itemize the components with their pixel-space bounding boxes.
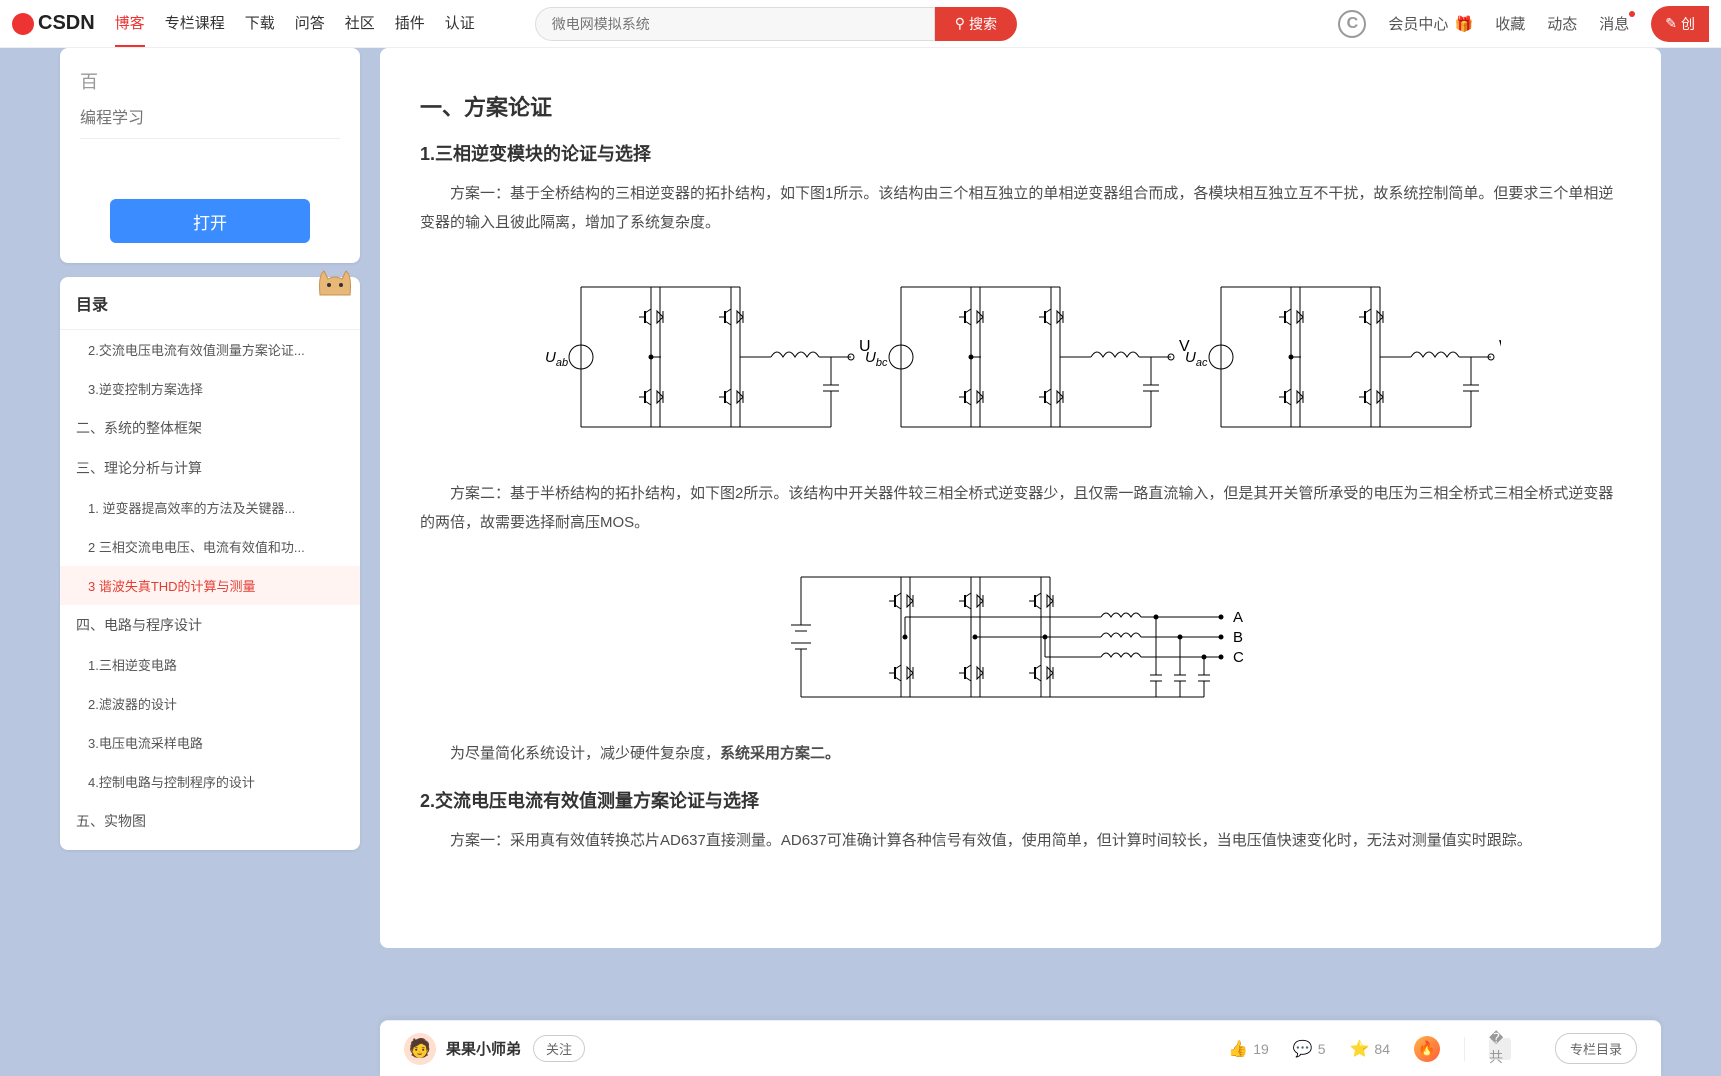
- nav-item-3[interactable]: 问答: [295, 0, 325, 47]
- search-input[interactable]: [535, 7, 935, 41]
- circuit-diagram-1: Uab UUbc: [420, 257, 1621, 460]
- header-right: C 会员中心 🎁 收藏 动态 消息 ✎ 创: [1338, 6, 1709, 42]
- article-main: 一、方案论证 1.三相逆变模块的论证与选择 方案一：基于全桥结构的三相逆变器的拓…: [380, 48, 1661, 948]
- paragraph-4: 方案一：采用真有效值转换芯片AD637直接测量。AD637可准确计算各种信号有效…: [420, 827, 1621, 856]
- favorite-link[interactable]: 收藏: [1495, 13, 1525, 34]
- main-nav: 博客专栏课程下载问答社区插件认证: [115, 0, 475, 47]
- search-btn-label: 搜索: [969, 14, 997, 34]
- author-bar: 🧑 果果小师弟 关注 👍 19 💬 5 ⭐ 84 🔥 �共 专栏目录: [380, 1020, 1661, 1076]
- comment-icon: 💬: [1293, 1039, 1313, 1059]
- author-name[interactable]: 果果小师弟: [446, 1038, 521, 1059]
- hot-icon[interactable]: 🔥: [1414, 1036, 1440, 1062]
- search-button[interactable]: ⚲ 搜索: [935, 7, 1017, 41]
- toc-item-13[interactable]: 六、获奖证书: [60, 841, 360, 850]
- paragraph-1: 方案一：基于全桥结构的三相逆变器的拓扑结构，如下图1所示。该结构由三个相互独立的…: [420, 180, 1621, 237]
- activity-link[interactable]: 动态: [1547, 13, 1577, 34]
- search-icon: ⚲: [955, 15, 965, 32]
- toc-card: 目录 2.交流电压电流有效值测量方案论证...3.逆变控制方案选择二、系统的整体…: [60, 277, 360, 850]
- comment-stat[interactable]: 💬 5: [1293, 1039, 1326, 1059]
- site-logo[interactable]: CSDN: [12, 12, 95, 35]
- nav-item-4[interactable]: 社区: [345, 0, 375, 47]
- star-icon: ⭐: [1349, 1039, 1369, 1059]
- svg-text:Ubc: Ubc: [865, 349, 888, 369]
- toc-item-4[interactable]: 1. 逆变器提高效率的方法及关键器...: [60, 488, 360, 527]
- divider: [1464, 1037, 1465, 1061]
- column-toc-button[interactable]: 专栏目录: [1555, 1033, 1637, 1064]
- paragraph-3: 为尽量简化系统设计，减少硬件复杂度，系统采用方案二。: [420, 740, 1621, 769]
- share-icon[interactable]: �共: [1489, 1038, 1511, 1060]
- ad-card: 百 打开: [60, 48, 360, 263]
- toc-item-1[interactable]: 3.逆变控制方案选择: [60, 369, 360, 408]
- toc-item-3[interactable]: 三、理论分析与计算: [60, 448, 360, 488]
- toc-item-11[interactable]: 4.控制电路与控制程序的设计: [60, 762, 360, 801]
- c-logo-icon[interactable]: C: [1338, 10, 1366, 38]
- toc-item-7[interactable]: 四、电路与程序设计: [60, 605, 360, 645]
- svg-text:B: B: [1233, 629, 1243, 646]
- cat-mascot-icon: [314, 265, 356, 301]
- nav-item-6[interactable]: 认证: [445, 0, 475, 47]
- top-header: CSDN 博客专栏课程下载问答社区插件认证 ⚲ 搜索 C 会员中心 🎁 收藏 动…: [0, 0, 1721, 48]
- pencil-icon: ✎: [1665, 15, 1677, 32]
- left-sidebar: 百 打开 目录 2.交流电压电流有效值测量方案论证...3.逆变控制方案选择二、…: [60, 48, 360, 948]
- follow-button[interactable]: 关注: [533, 1035, 585, 1062]
- toc-item-0[interactable]: 2.交流电压电流有效值测量方案论证...: [60, 330, 360, 369]
- gift-icon: 🎁: [1455, 16, 1474, 33]
- subsection-heading-2: 2.交流电压电流有效值测量方案论证与选择: [420, 787, 1621, 813]
- create-button[interactable]: ✎ 创: [1651, 6, 1709, 42]
- toc-item-12[interactable]: 五、实物图: [60, 801, 360, 841]
- toc-item-8[interactable]: 1.三相逆变电路: [60, 645, 360, 684]
- section-heading-1: 一、方案论证: [420, 90, 1621, 122]
- ad-search-input[interactable]: [80, 100, 340, 139]
- svg-text:A: A: [1233, 609, 1243, 626]
- open-button[interactable]: 打开: [110, 199, 310, 243]
- author-avatar[interactable]: 🧑: [404, 1033, 436, 1065]
- toc-item-9[interactable]: 2.滤波器的设计: [60, 684, 360, 723]
- star-stat[interactable]: ⭐ 84: [1349, 1039, 1390, 1059]
- stats-bar: 👍 19 💬 5 ⭐ 84 🔥 �共 专栏目录: [1228, 1033, 1637, 1064]
- toc-list[interactable]: 2.交流电压电流有效值测量方案论证...3.逆变控制方案选择二、系统的整体框架三…: [60, 330, 360, 850]
- toc-item-10[interactable]: 3.电压电流采样电路: [60, 723, 360, 762]
- subsection-heading-1: 1.三相逆变模块的论证与选择: [420, 140, 1621, 166]
- svg-text:Uab: Uab: [545, 349, 568, 369]
- ad-top-text: 百: [80, 68, 340, 94]
- toc-item-6[interactable]: 3 谐波失真THD的计算与测量: [60, 566, 360, 605]
- notification-dot-icon: [1629, 11, 1635, 17]
- toc-item-2[interactable]: 二、系统的整体框架: [60, 408, 360, 448]
- circuit-diagram-2: ABC: [420, 557, 1621, 720]
- message-link[interactable]: 消息: [1599, 13, 1629, 34]
- nav-item-5[interactable]: 插件: [395, 0, 425, 47]
- svg-text:C: C: [1233, 649, 1244, 666]
- logo-icon: [12, 13, 34, 35]
- search-wrap: ⚲ 搜索: [535, 7, 1017, 41]
- nav-item-0[interactable]: 博客: [115, 0, 145, 47]
- member-link[interactable]: 会员中心 🎁: [1388, 13, 1473, 34]
- thumbs-up-icon: 👍: [1228, 1039, 1248, 1059]
- nav-item-1[interactable]: 专栏课程: [165, 0, 225, 47]
- paragraph-2: 方案二：基于半桥结构的拓扑结构，如下图2所示。该结构中开关器件较三相全桥式逆变器…: [420, 480, 1621, 537]
- nav-item-2[interactable]: 下载: [245, 0, 275, 47]
- svg-text:W: W: [1499, 338, 1501, 355]
- toc-item-5[interactable]: 2 三相交流电电压、电流有效值和功...: [60, 527, 360, 566]
- like-stat[interactable]: 👍 19: [1228, 1039, 1269, 1059]
- svg-text:Uac: Uac: [1185, 349, 1208, 369]
- logo-text: CSDN: [38, 12, 95, 35]
